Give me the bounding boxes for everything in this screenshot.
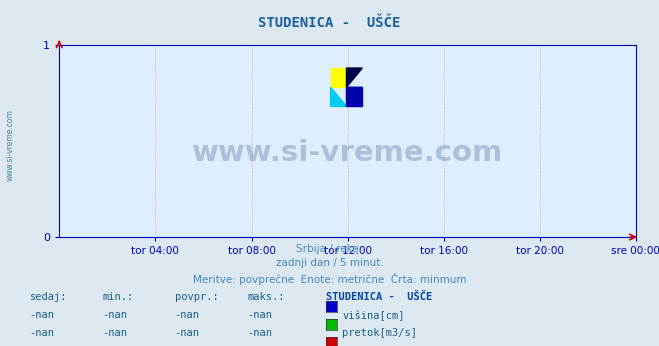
Polygon shape — [347, 87, 362, 107]
Text: STUDENICA -  UŠČE: STUDENICA - UŠČE — [326, 292, 432, 302]
Text: zadnji dan / 5 minut.: zadnji dan / 5 minut. — [275, 258, 384, 268]
Text: Srbija / reke.: Srbija / reke. — [297, 244, 362, 254]
Text: povpr.:: povpr.: — [175, 292, 218, 302]
Polygon shape — [347, 87, 362, 107]
Text: min.:: min.: — [102, 292, 133, 302]
Text: -nan: -nan — [102, 328, 127, 338]
Text: www.si-vreme.com: www.si-vreme.com — [5, 109, 14, 181]
Text: Meritve: povprečne  Enote: metrične  Črta: minmum: Meritve: povprečne Enote: metrične Črta:… — [192, 273, 467, 285]
Text: www.si-vreme.com: www.si-vreme.com — [192, 138, 503, 166]
Text: -nan: -nan — [175, 328, 200, 338]
Text: -nan: -nan — [30, 328, 55, 338]
Bar — [331, 68, 347, 87]
Text: višina[cm]: višina[cm] — [342, 310, 405, 321]
Text: -nan: -nan — [30, 310, 55, 320]
Text: -nan: -nan — [175, 310, 200, 320]
Text: pretok[m3/s]: pretok[m3/s] — [342, 328, 417, 338]
Text: -nan: -nan — [247, 328, 272, 338]
Polygon shape — [347, 68, 362, 87]
Text: STUDENICA -  UŠČE: STUDENICA - UŠČE — [258, 16, 401, 29]
Text: -nan: -nan — [247, 310, 272, 320]
Text: -nan: -nan — [102, 310, 127, 320]
Text: sedaj:: sedaj: — [30, 292, 67, 302]
Polygon shape — [331, 87, 347, 107]
Text: maks.:: maks.: — [247, 292, 285, 302]
